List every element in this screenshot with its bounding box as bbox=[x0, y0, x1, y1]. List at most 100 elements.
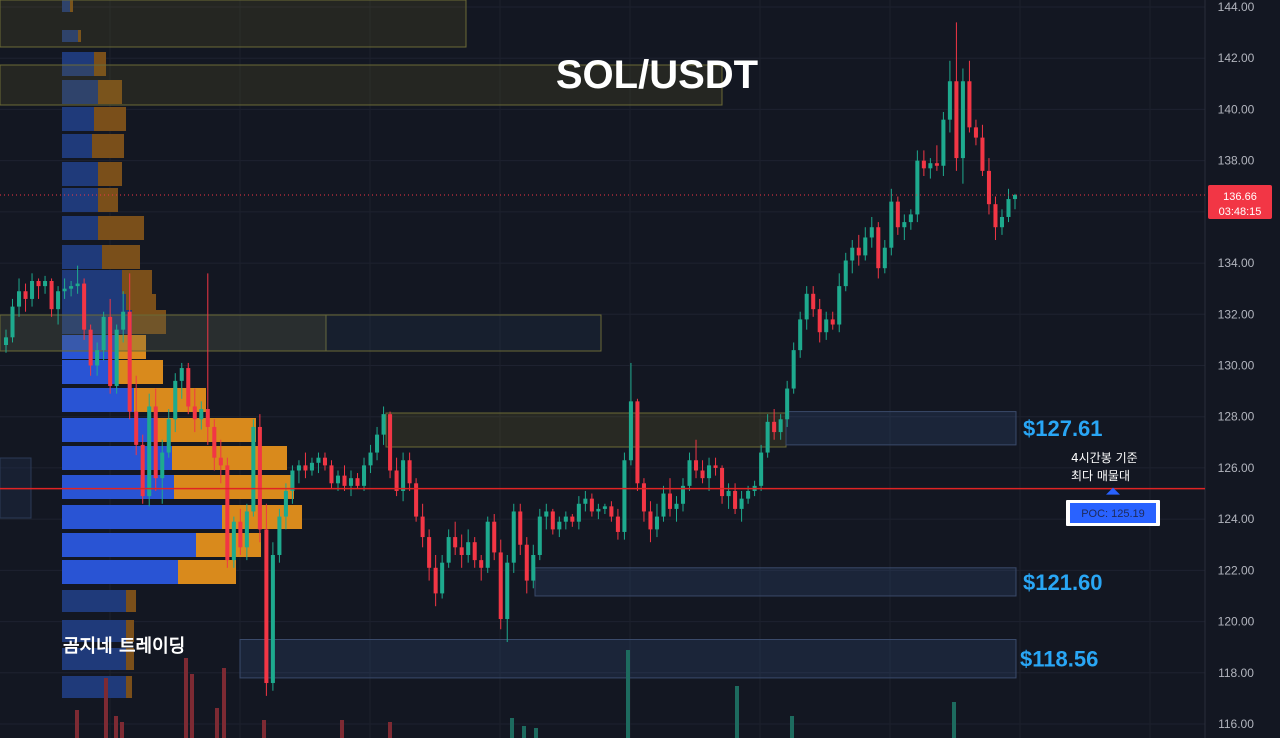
box-yellow-127 bbox=[385, 412, 787, 448]
candlestick-series bbox=[3, 22, 1018, 738]
volume-bar bbox=[388, 722, 392, 738]
vp-bar-buy bbox=[62, 162, 98, 186]
candle-body bbox=[121, 311, 126, 330]
zone-box bbox=[534, 567, 1017, 597]
box-upper-1 bbox=[0, 0, 467, 48]
candle-body bbox=[36, 280, 41, 287]
zone-label: $121.60 bbox=[1023, 570, 1103, 595]
candle-body bbox=[993, 204, 998, 228]
candle-body bbox=[375, 434, 380, 453]
candle-body bbox=[811, 293, 816, 310]
candle-body bbox=[687, 460, 692, 486]
candle-body bbox=[791, 350, 796, 389]
y-tick-label: 124.00 bbox=[1218, 512, 1255, 526]
candle-body bbox=[173, 380, 178, 420]
box-upper-2 bbox=[0, 64, 723, 106]
watermark-text: 곰지네 트레이딩 bbox=[63, 636, 185, 657]
candle-body bbox=[88, 329, 93, 366]
candle-body bbox=[654, 516, 659, 530]
candle-body bbox=[283, 490, 288, 517]
candle-body bbox=[785, 388, 790, 420]
y-tick-label: 144.00 bbox=[1218, 0, 1255, 14]
volume-bar bbox=[522, 726, 526, 738]
support-resistance-zones: $127.61 $121.60 $118.56 bbox=[0, 0, 1103, 679]
candle-body bbox=[218, 457, 223, 466]
candle-body bbox=[251, 426, 256, 512]
zone-label: $127.61 bbox=[1023, 416, 1103, 441]
vp-bar-buy bbox=[62, 590, 126, 612]
vp-bar-buy bbox=[62, 134, 92, 158]
vp-bar-sell bbox=[98, 188, 118, 212]
candle-body bbox=[889, 201, 894, 248]
candle-body bbox=[316, 457, 321, 463]
vp-bar-sell bbox=[126, 620, 134, 642]
candle-body bbox=[231, 521, 236, 561]
candle-body bbox=[635, 401, 640, 484]
candle-body bbox=[329, 465, 334, 484]
candle-body bbox=[739, 498, 744, 509]
candle-body bbox=[524, 544, 529, 581]
vp-bar-sell bbox=[126, 648, 134, 670]
candle-body bbox=[401, 460, 406, 491]
poc-label: POC: 125.19 bbox=[1081, 508, 1145, 520]
candle-body bbox=[700, 470, 705, 479]
candle-body bbox=[661, 493, 666, 517]
candle-body bbox=[225, 465, 230, 561]
chart-title: SOL/USDT bbox=[556, 53, 758, 97]
box-mid-blue bbox=[0, 314, 602, 352]
candle-body bbox=[869, 227, 874, 238]
volume-bar bbox=[104, 678, 108, 738]
candle-body bbox=[602, 506, 607, 509]
vp-bar-buy bbox=[62, 676, 126, 698]
candle-body bbox=[980, 137, 985, 171]
candle-body bbox=[466, 542, 471, 555]
poc-label-box: POC: 125.19 bbox=[1066, 500, 1160, 526]
candle-body bbox=[759, 452, 764, 486]
candle-body bbox=[576, 503, 581, 522]
vp-bar-buy bbox=[62, 560, 178, 584]
volume-bar bbox=[626, 650, 630, 738]
candle-body bbox=[498, 552, 503, 620]
vp-bar-sell bbox=[172, 446, 287, 470]
countdown: 03:48:15 bbox=[1219, 206, 1262, 218]
candle-body bbox=[928, 163, 933, 169]
volume-bar bbox=[184, 658, 188, 738]
candle-body bbox=[921, 160, 926, 169]
volume-bar bbox=[534, 728, 538, 738]
candle-body bbox=[257, 426, 262, 530]
candle-body bbox=[342, 475, 347, 486]
candle-body bbox=[134, 411, 139, 445]
candle-body bbox=[82, 283, 87, 330]
volume-bar bbox=[952, 702, 956, 738]
candle-body bbox=[322, 457, 327, 466]
vp-bar-sell bbox=[98, 216, 144, 240]
candle-body bbox=[843, 260, 848, 287]
vp-bar-sell bbox=[178, 560, 236, 584]
y-tick-label: 134.00 bbox=[1218, 256, 1255, 270]
candle-body bbox=[277, 516, 282, 555]
candle-body bbox=[30, 280, 35, 299]
candle-body bbox=[355, 478, 360, 486]
candle-body bbox=[550, 511, 555, 530]
candle-body bbox=[368, 452, 373, 466]
candle-body bbox=[127, 311, 132, 412]
volume-bar bbox=[114, 716, 118, 738]
candle-body bbox=[947, 81, 952, 120]
candle-body bbox=[973, 127, 978, 138]
vp-bar-sell bbox=[98, 80, 122, 104]
volume-bar bbox=[735, 686, 739, 738]
candle-body bbox=[381, 414, 386, 435]
y-tick-label: 128.00 bbox=[1218, 410, 1255, 424]
vp-bar-sell bbox=[118, 360, 163, 384]
candle-body bbox=[108, 316, 113, 386]
candle-body bbox=[348, 478, 354, 486]
vp-bar-sell bbox=[70, 0, 73, 12]
candle-body bbox=[62, 288, 67, 292]
volume-bar bbox=[75, 710, 79, 738]
candle-body bbox=[17, 291, 22, 307]
y-tick-label: 116.00 bbox=[1218, 717, 1254, 731]
candle-body bbox=[153, 406, 158, 479]
candle-body bbox=[192, 406, 197, 420]
candle-body bbox=[453, 537, 458, 548]
